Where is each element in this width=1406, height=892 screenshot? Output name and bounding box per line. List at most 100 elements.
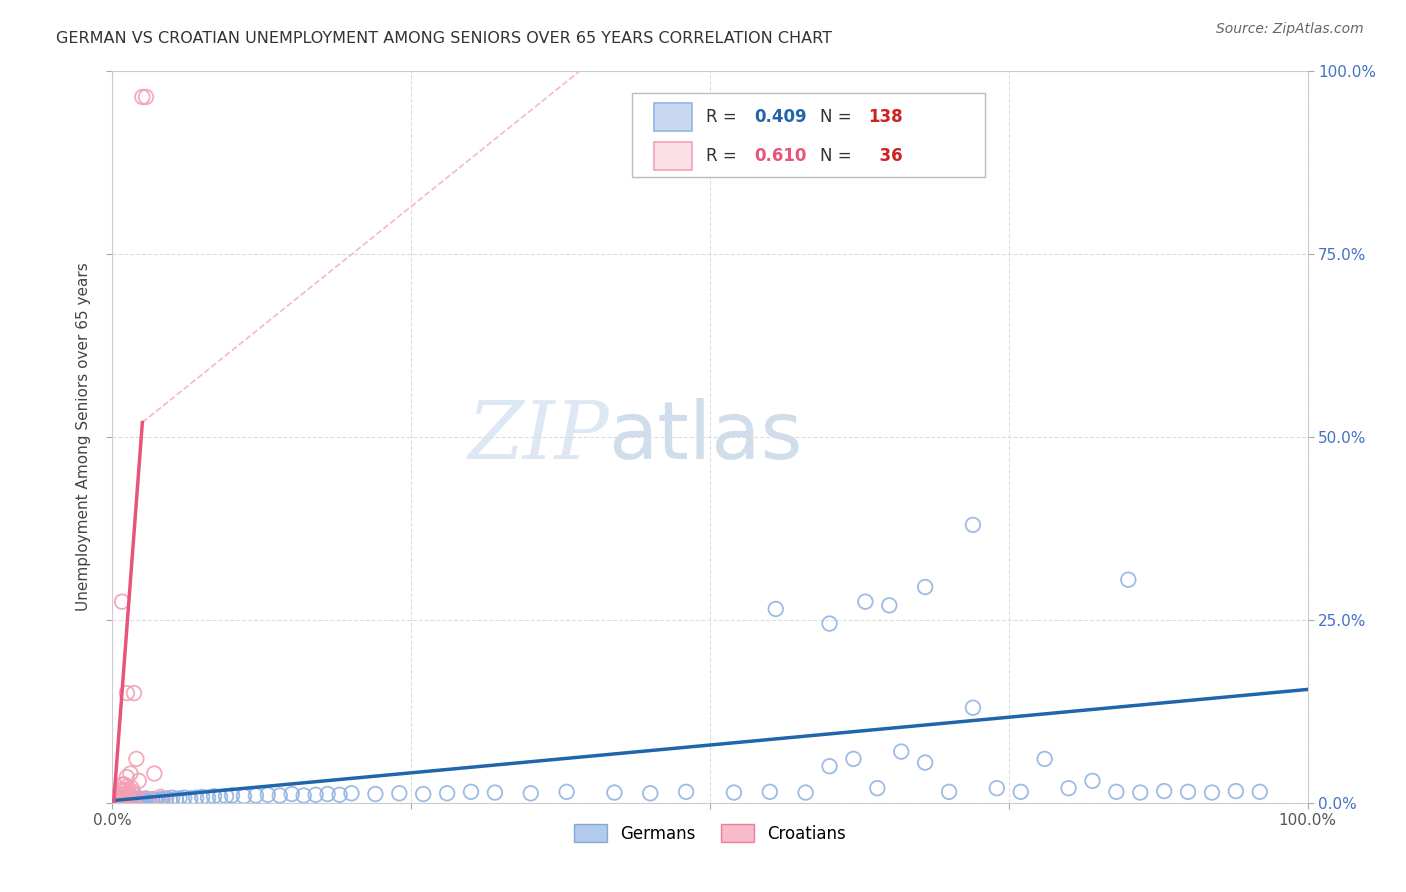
Point [110, 793, 132, 807]
Point [103, 792, 125, 806]
Point [1153, 784, 1175, 798]
Point [364, 787, 387, 801]
Point [115, 794, 138, 808]
Point [117, 790, 139, 805]
Point [118, 794, 141, 808]
Point [866, 781, 889, 796]
Point [105, 789, 128, 804]
Point [107, 791, 129, 805]
Point [962, 517, 984, 532]
Point [127, 793, 149, 807]
Point [1081, 773, 1104, 788]
Point [1057, 781, 1080, 796]
Point [138, 793, 160, 807]
Point [135, 90, 157, 104]
Point [221, 789, 243, 803]
Point [233, 789, 256, 804]
Point [111, 789, 134, 803]
Point [115, 686, 138, 700]
Point [120, 793, 142, 807]
Point [134, 794, 156, 808]
Point [765, 602, 787, 616]
Point [1010, 785, 1032, 799]
Point [1118, 573, 1140, 587]
Point [149, 792, 172, 806]
Point [1129, 786, 1152, 800]
Point [197, 790, 219, 805]
Point [104, 789, 127, 804]
Point [149, 789, 172, 804]
Point [110, 789, 132, 803]
Point [162, 790, 183, 805]
Point [1225, 784, 1247, 798]
Point [110, 789, 132, 804]
Text: ZIP: ZIP [467, 399, 609, 475]
Point [155, 791, 177, 805]
Point [115, 792, 138, 806]
Point [121, 793, 143, 807]
Point [107, 789, 129, 804]
Point [520, 786, 543, 800]
Point [120, 790, 142, 805]
Point [108, 790, 131, 805]
Point [115, 770, 138, 784]
Text: 138: 138 [868, 108, 903, 126]
Point [121, 781, 143, 796]
Point [890, 745, 912, 759]
Point [329, 788, 352, 802]
Point [114, 791, 136, 805]
Text: 0.610: 0.610 [754, 147, 807, 165]
Text: 0.409: 0.409 [754, 108, 807, 126]
Point [112, 787, 135, 801]
Point [675, 785, 697, 799]
Point [257, 788, 280, 802]
Point [124, 789, 146, 803]
Point [173, 790, 195, 805]
Point [209, 789, 232, 804]
Point [215, 789, 238, 804]
Point [103, 790, 125, 805]
Point [186, 790, 208, 805]
Point [723, 786, 745, 800]
Point [938, 785, 960, 799]
Point [818, 759, 841, 773]
Point [305, 788, 328, 802]
Point [129, 793, 152, 807]
FancyBboxPatch shape [633, 94, 986, 178]
Point [842, 752, 865, 766]
Point [914, 756, 936, 770]
Point [460, 785, 482, 799]
Text: Source: ZipAtlas.com: Source: ZipAtlas.com [1216, 22, 1364, 37]
Point [111, 778, 134, 792]
Point [114, 789, 135, 804]
Point [120, 793, 142, 807]
Point [120, 766, 142, 780]
Text: R =: R = [706, 147, 737, 165]
Point [165, 792, 187, 806]
Point [121, 794, 143, 808]
Point [114, 794, 135, 808]
Point [114, 793, 135, 807]
Point [962, 700, 984, 714]
Point [138, 792, 160, 806]
Point [388, 786, 411, 800]
Point [118, 787, 141, 801]
Point [129, 794, 152, 808]
Point [128, 792, 150, 806]
Point [105, 794, 128, 808]
Point [105, 793, 128, 807]
Point [269, 789, 291, 803]
Point [122, 791, 145, 805]
Point [114, 782, 135, 797]
Point [111, 594, 134, 608]
Point [111, 792, 134, 806]
Point [281, 787, 304, 801]
Point [316, 787, 339, 801]
Point [412, 787, 434, 801]
Point [128, 773, 150, 788]
Point [135, 791, 157, 805]
Point [118, 791, 141, 805]
Point [117, 793, 139, 807]
Point [103, 793, 125, 807]
Point [121, 791, 143, 805]
